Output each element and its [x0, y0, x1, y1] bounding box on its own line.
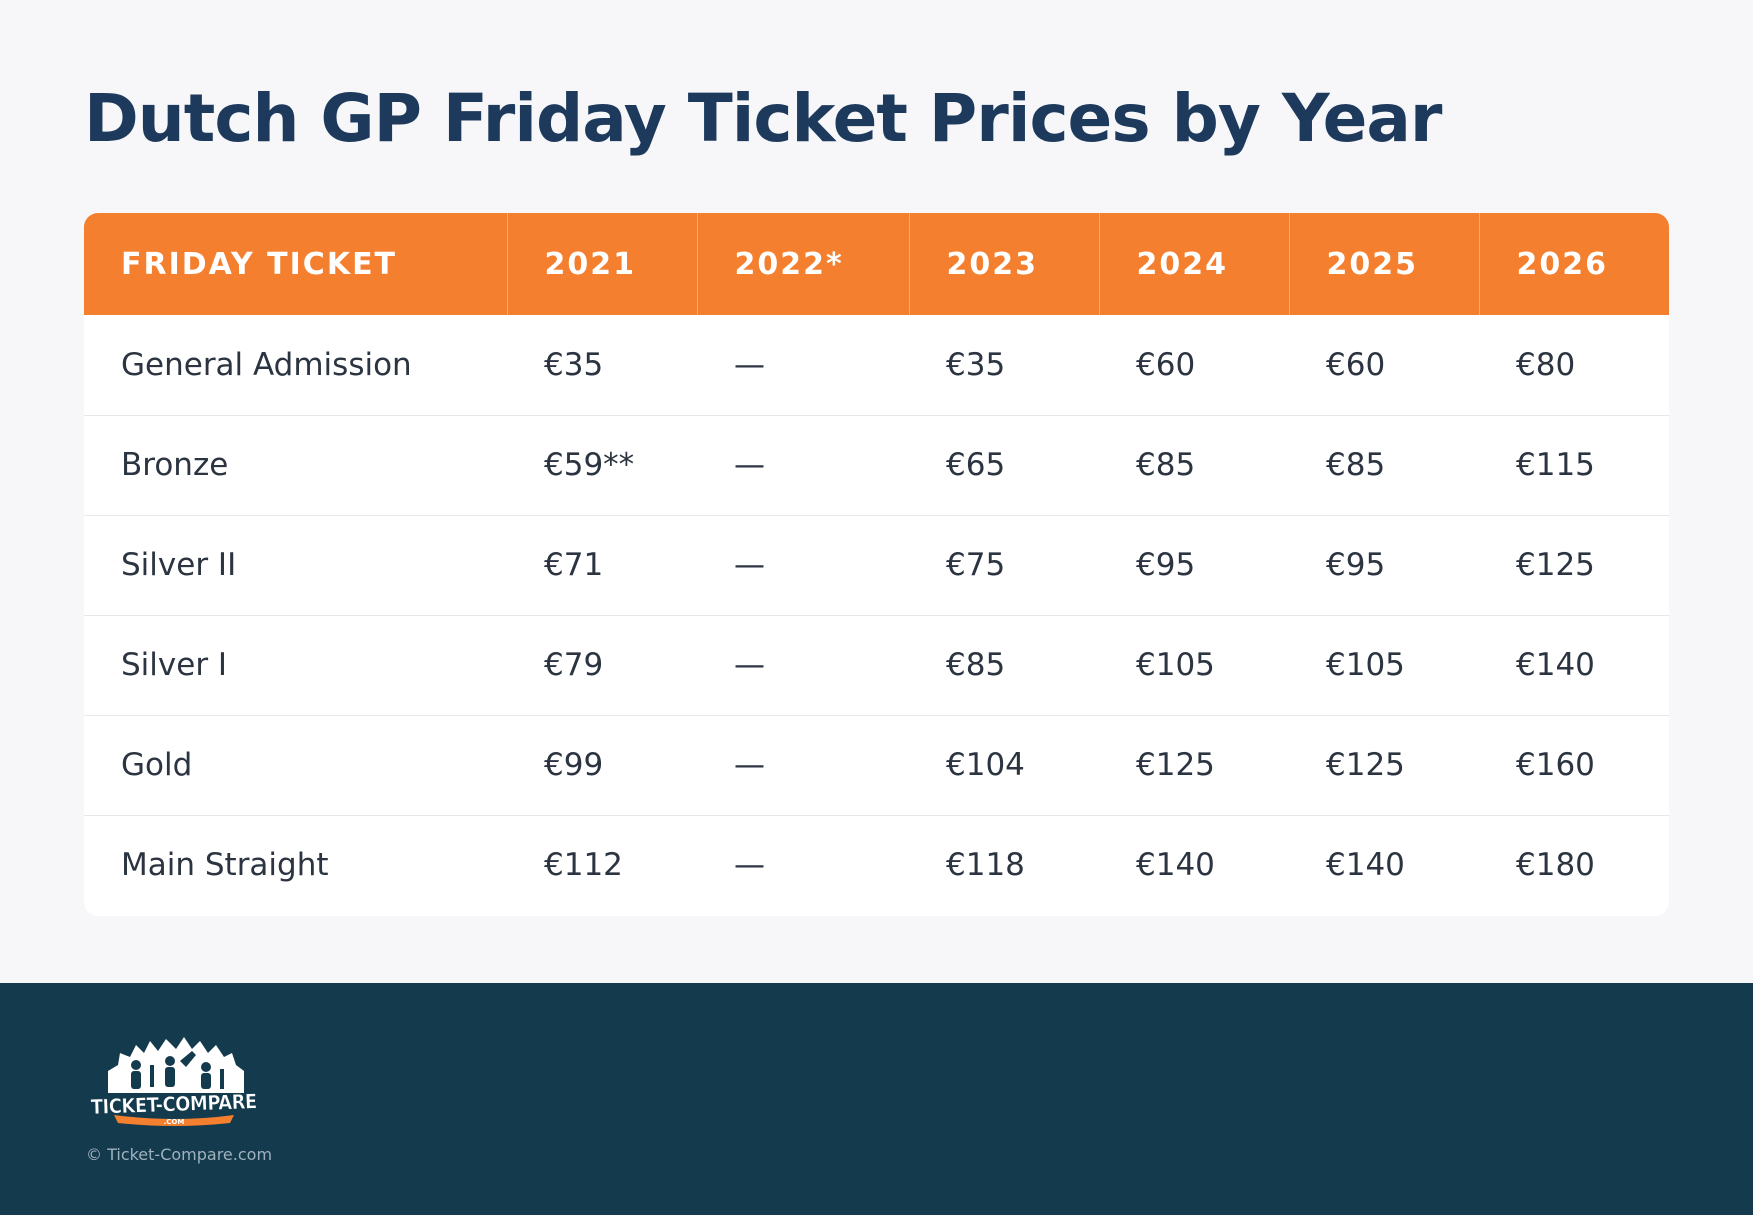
column-header-ticket: FRIDAY TICKET: [84, 213, 508, 315]
price-cell: €105: [1136, 647, 1215, 683]
price-cell: €125: [1516, 547, 1595, 583]
logo-subtext: .COM: [164, 1118, 185, 1126]
table-row: Bronze €59** — €65 €85 €85 €115: [84, 415, 1669, 515]
price-cell: €118: [946, 847, 1025, 884]
price-cell: €140: [1516, 647, 1595, 683]
price-cell: €60: [1326, 346, 1386, 383]
ticket-type-cell: Bronze: [121, 447, 229, 483]
copyright-text: © Ticket-Compare.com: [86, 1145, 273, 1164]
price-cell: €85: [1136, 447, 1196, 483]
price-cell: —: [734, 647, 765, 683]
price-cell: €35: [946, 346, 1006, 383]
table-row: Main Straight €112 — €118 €140 €140 €180: [84, 815, 1669, 915]
price-cell: €60: [1136, 346, 1196, 383]
column-header-2023: 2023: [909, 213, 1100, 315]
price-cell: €35: [544, 346, 604, 383]
ticket-type-cell: Silver II: [121, 547, 237, 583]
column-header-2025: 2025: [1289, 213, 1480, 315]
price-cell: €79: [544, 647, 604, 683]
price-cell: €105: [1326, 647, 1405, 683]
price-cell: —: [734, 747, 765, 783]
ticket-type-cell: General Admission: [121, 346, 412, 383]
price-cell: —: [734, 447, 765, 483]
price-cell: €71: [544, 547, 604, 583]
price-cell: €140: [1326, 847, 1405, 884]
price-cell: €180: [1516, 847, 1595, 884]
price-cell: €160: [1516, 747, 1595, 783]
price-cell: €99: [544, 747, 604, 783]
price-table: FRIDAY TICKET 2021 2022* 2023 2024 2025 …: [84, 213, 1669, 915]
price-cell: €75: [946, 547, 1006, 583]
column-header-2022: 2022*: [697, 213, 910, 315]
price-cell: —: [734, 346, 765, 383]
table-row: Gold €99 — €104 €125 €125 €160: [84, 715, 1669, 815]
ticket-type-cell: Main Straight: [121, 847, 329, 884]
table-header-row: FRIDAY TICKET 2021 2022* 2023 2024 2025 …: [84, 213, 1669, 315]
price-cell: €112: [544, 847, 623, 884]
price-cell: —: [734, 547, 765, 583]
price-cell: €115: [1516, 447, 1595, 483]
price-cell: €125: [1136, 747, 1215, 783]
table-row: Silver I €79 — €85 €105 €105 €140: [84, 615, 1669, 715]
price-cell: €80: [1516, 346, 1576, 383]
price-cell: €59**: [544, 447, 635, 483]
price-table-card: FRIDAY TICKET 2021 2022* 2023 2024 2025 …: [84, 213, 1669, 916]
price-cell: €125: [1326, 747, 1405, 783]
page-title: Dutch GP Friday Ticket Prices by Year: [84, 80, 1442, 157]
table-row: Silver II €71 — €75 €95 €95 €125: [84, 515, 1669, 615]
table-row: General Admission €35 — €35 €60 €60 €80: [84, 315, 1669, 415]
price-cell: —: [734, 847, 765, 884]
column-header-2024: 2024: [1099, 213, 1290, 315]
footer: TICKET-COMPARE .COM © Ticket-Compare.com: [0, 983, 1753, 1215]
ticket-compare-logo: TICKET-COMPARE .COM: [90, 1037, 257, 1126]
column-header-2021: 2021: [507, 213, 698, 315]
ticket-type-cell: Gold: [121, 747, 193, 783]
price-cell: €85: [946, 647, 1006, 683]
price-cell: €140: [1136, 847, 1215, 884]
logo-wordmark: TICKET-COMPARE: [90, 1089, 257, 1119]
ticket-type-cell: Silver I: [121, 647, 228, 683]
price-cell: €95: [1136, 547, 1196, 583]
price-cell: €104: [946, 747, 1025, 783]
price-cell: €95: [1326, 547, 1386, 583]
column-header-2026: 2026: [1516, 246, 1608, 282]
price-cell: €65: [946, 447, 1006, 483]
price-cell: €85: [1326, 447, 1386, 483]
